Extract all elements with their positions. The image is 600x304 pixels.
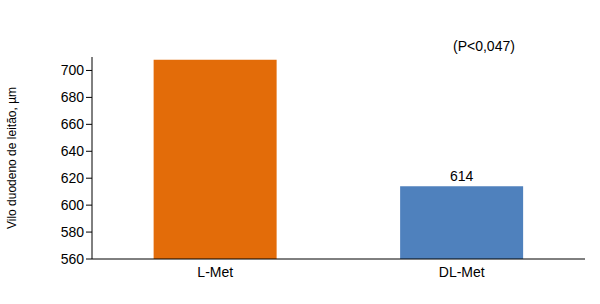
svg-text:620: 620	[61, 170, 85, 186]
svg-text:600: 600	[61, 197, 85, 213]
svg-text:660: 660	[61, 116, 85, 132]
svg-text:L-Met: L-Met	[197, 264, 233, 280]
svg-text:560: 560	[61, 251, 85, 267]
svg-text:Vilo duodeno de leitão, µm: Vilo duodeno de leitão, µm	[8, 87, 19, 229]
svg-text:700: 700	[61, 62, 85, 78]
svg-text:614: 614	[450, 168, 474, 184]
svg-text:580: 580	[61, 224, 85, 240]
svg-text:DL-Met: DL-Met	[439, 264, 485, 280]
svg-text:680: 680	[61, 89, 85, 105]
html-text:(P<0,047): (P<0,047)	[453, 38, 515, 54]
svg-text:640: 640	[61, 143, 85, 159]
